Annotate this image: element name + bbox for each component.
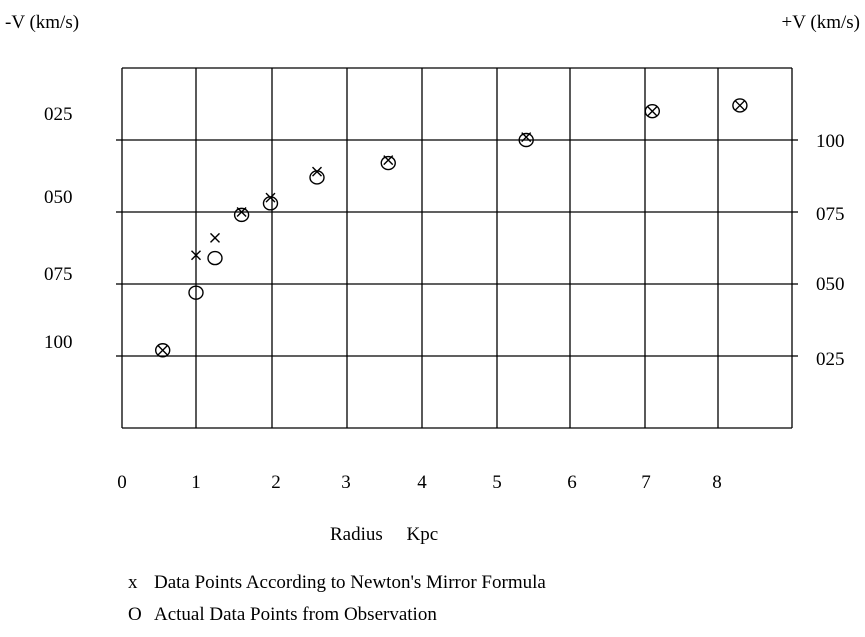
point-o-2: [207, 250, 223, 266]
point-o-9: [732, 98, 748, 113]
right-tick-label-2: 050: [816, 274, 845, 295]
x-tick-label-8: 8: [712, 472, 722, 493]
point-o-5: [309, 170, 325, 185]
legend-label-observation: Actual Data Points from Observation: [154, 604, 437, 625]
right-tick-label-0: 100: [816, 131, 845, 152]
legend-label-newton: Data Points According to Newton's Mirror…: [154, 572, 546, 593]
x-tick-label-6: 6: [567, 472, 577, 493]
legend-symbol-x: x: [128, 572, 138, 593]
legend-item-newton: x Data Points According to Newton's Mirro…: [128, 572, 546, 594]
grid: [116, 67, 798, 429]
x-tick-label-2: 2: [271, 472, 281, 493]
left-tick-label-3: 100: [44, 332, 73, 353]
legend-symbol-o: O: [128, 604, 142, 625]
point-x-1: [191, 250, 201, 261]
point-x-8: [647, 106, 658, 117]
point-o-3: [233, 207, 250, 223]
right-tick-label-3: 025: [816, 349, 845, 370]
left-tick-label-0: 025: [44, 104, 73, 125]
point-x-0: [157, 345, 168, 356]
left-tick-label-2: 075: [44, 264, 73, 285]
point-o-6: [380, 155, 396, 171]
right-axis-label: +V (km/s): [782, 12, 860, 33]
left-axis-label: -V (km/s): [5, 12, 79, 33]
x-tick-label-7: 7: [641, 472, 651, 493]
x-tick-label-5: 5: [492, 472, 502, 493]
x-tick-label-0: 0: [117, 472, 127, 493]
point-o-0: [154, 343, 171, 358]
point-o-8: [644, 103, 660, 119]
point-o-4: [262, 196, 279, 211]
x-axis-label: Radius Kpc: [330, 524, 438, 545]
x-tick-label-1: 1: [191, 472, 201, 493]
point-x-2: [210, 232, 220, 243]
tick-labels: 0 1 2 3 4 5 6 7 8 025 050 075 100 100 075 050 025: [44, 104, 845, 493]
point-x-5: [312, 166, 322, 177]
right-tick-label-1: 075: [816, 204, 845, 225]
point-o-7: [518, 132, 534, 148]
x-tick-label-3: 3: [341, 472, 351, 493]
legend-item-observation: O Actual Data Points from Observation: [128, 604, 437, 626]
point-x-9: [734, 100, 745, 111]
point-o-1: [188, 285, 204, 300]
x-tick-label-4: 4: [417, 472, 427, 493]
left-tick-label-1: 050: [44, 187, 73, 208]
data-points: [154, 98, 748, 358]
point-x-4: [265, 192, 276, 203]
